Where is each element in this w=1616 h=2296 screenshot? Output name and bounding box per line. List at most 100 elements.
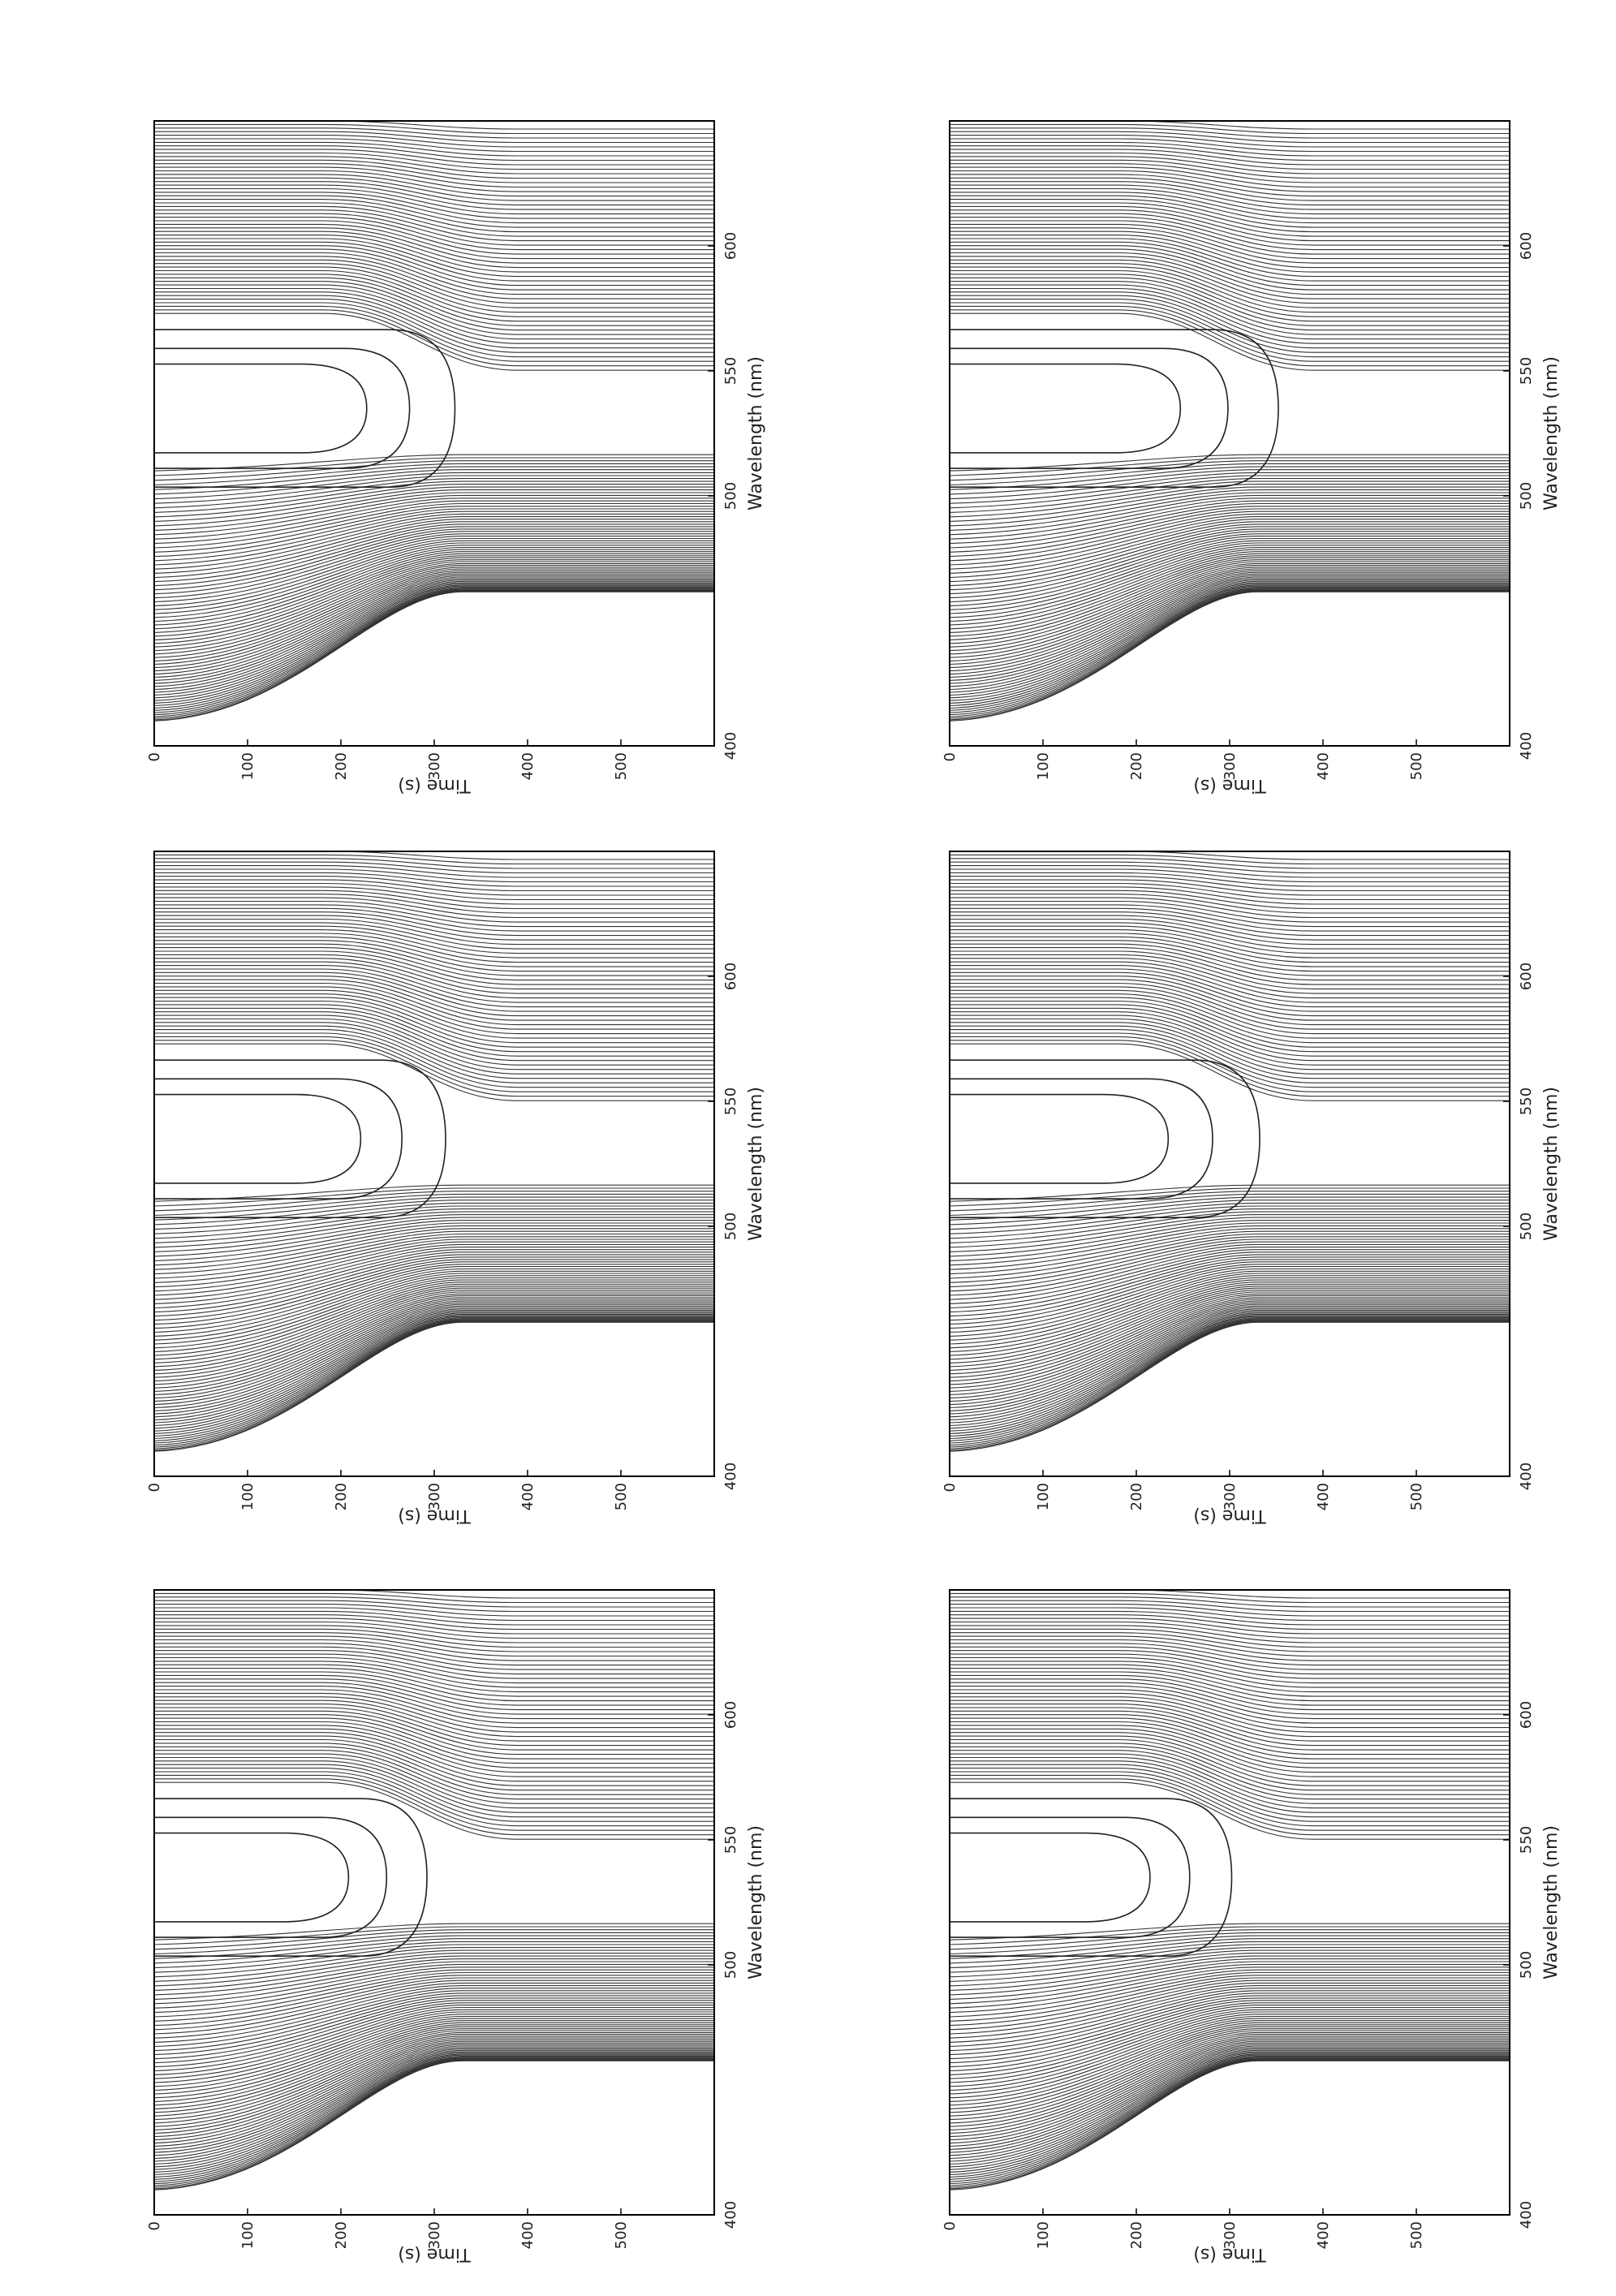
contour-line [154, 230, 714, 269]
contour-lines [154, 851, 714, 1452]
contour-line [950, 1707, 1510, 1747]
contour-line [950, 1319, 1510, 1437]
contour-line [154, 1302, 714, 1399]
contour-line [950, 1032, 1510, 1088]
contour-line [950, 1259, 1510, 1321]
contour-line [154, 1742, 714, 1791]
contour-line [950, 590, 1510, 713]
contour-line [154, 299, 714, 353]
y-tick-label: 0 [942, 2221, 959, 2230]
contour-panel: 400 500 550 600 0 100 200 300 400 500 Wavelength (… [130, 97, 799, 795]
contour-line [154, 199, 714, 228]
contour-line [950, 1656, 1510, 1684]
contour-line [950, 542, 1510, 614]
contour-line [950, 1025, 1510, 1079]
contour-line [154, 295, 714, 349]
contour-line [154, 950, 714, 985]
contour-line [950, 580, 1510, 687]
contour-line [154, 1639, 714, 1661]
contour-line [950, 291, 1510, 344]
contour-line [950, 2058, 1510, 2180]
contour-chart: 400 500 550 600 0 100 200 300 400 500 Wavelength (… [942, 120, 1562, 795]
contour-line [154, 187, 714, 215]
contour-line [950, 1643, 1510, 1666]
contour-line [154, 202, 714, 233]
contour-line [950, 287, 1510, 340]
contour-line [154, 1273, 714, 1345]
x-tick-label: 400 [722, 732, 739, 760]
contour-line [950, 2011, 1510, 2083]
contour-line [154, 152, 714, 170]
contour-line [154, 1217, 714, 1252]
contour-line [154, 1725, 714, 1768]
contour-line [154, 1291, 714, 1378]
contour-line [950, 1717, 1510, 1760]
contour-line [154, 897, 714, 919]
contour-line [154, 166, 714, 188]
contour-line [154, 1220, 714, 1257]
y-axis-label: Time (s) [398, 1506, 471, 1525]
contour-line [154, 1018, 714, 1070]
contour-line [950, 2026, 1510, 2109]
contour-line [950, 2053, 1510, 2165]
contour-line [154, 922, 714, 950]
contour-line [154, 245, 714, 286]
contour-line [154, 1286, 714, 1368]
contour-line [154, 533, 714, 599]
contour-line [950, 925, 1510, 954]
contour-line [154, 277, 714, 326]
contour-line [950, 989, 1510, 1035]
contour-line [950, 187, 1510, 215]
contour-line [950, 579, 1510, 684]
contour-line [154, 559, 714, 644]
contour-line [950, 1230, 1510, 1275]
contour-line [950, 549, 1510, 626]
contour-line [950, 1607, 1510, 1622]
contour-line [154, 521, 714, 579]
contour-line [950, 480, 1510, 513]
x-axis-label: Wavelength (nm) [1541, 1825, 1562, 1979]
contour-line [154, 2049, 714, 2156]
contour-line [154, 1275, 714, 1349]
contour-line [154, 263, 714, 308]
contour-line [950, 573, 1510, 672]
contour-line [950, 1018, 1510, 1070]
contour-line [154, 1251, 714, 1309]
contour-line [950, 2009, 1510, 2079]
contour-line [154, 457, 714, 476]
contour-line [950, 1214, 1510, 1248]
contour-line [154, 1604, 714, 1617]
contour-line [950, 1966, 1510, 2009]
contour-line [154, 1704, 714, 1742]
contour-line [950, 1668, 1510, 1697]
contour-line [154, 879, 714, 896]
contour-line [950, 588, 1510, 707]
contour-line [950, 1007, 1510, 1057]
contour-line [154, 1247, 714, 1300]
peak-contour [950, 1078, 1213, 1200]
contour-line [950, 1320, 1510, 1440]
y-tick-label: 200 [333, 752, 350, 780]
contour-line [950, 156, 1510, 174]
contour-line [950, 968, 1510, 1008]
contour-line [154, 1279, 714, 1356]
contour-line [950, 1990, 1510, 2048]
contour-line [154, 1600, 714, 1613]
contour-line [154, 1283, 714, 1363]
contour-line [154, 2005, 714, 2072]
contour-line [950, 2048, 1510, 2153]
contour-line [154, 2052, 714, 2162]
contour-line [950, 1040, 1510, 1097]
contour-line [950, 506, 1510, 553]
contour-line [154, 2014, 714, 2087]
contour-line [154, 929, 714, 958]
contour-line [154, 235, 714, 273]
contour-line [154, 256, 714, 299]
contour-line [154, 494, 714, 536]
contour-line [950, 1710, 1510, 1751]
contour-line [154, 861, 714, 874]
contour-line [950, 2058, 1510, 2178]
contour-line [950, 546, 1510, 622]
y-tick-label: 400 [1315, 752, 1332, 780]
contour-line [154, 551, 714, 630]
